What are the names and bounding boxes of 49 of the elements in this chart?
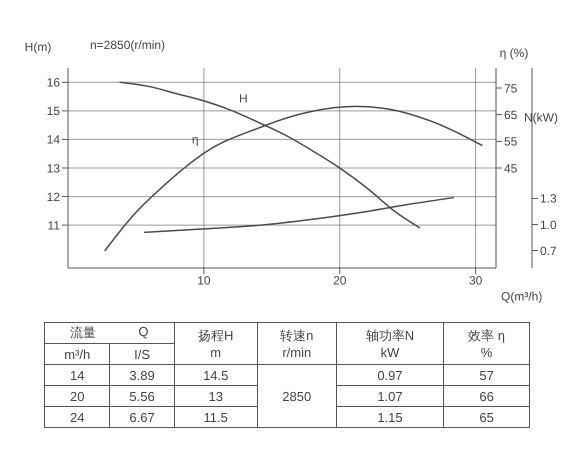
text: Q bbox=[138, 324, 149, 341]
y-axis-title: H(m) bbox=[24, 40, 52, 54]
text: m³/h bbox=[63, 346, 92, 362]
text: 效率 η bbox=[467, 327, 506, 345]
text: 0.97 bbox=[376, 368, 404, 382]
y2-tick-label: 65 bbox=[504, 108, 518, 122]
x-tick-label: 30 bbox=[468, 274, 483, 288]
text: 扬程H bbox=[197, 327, 234, 345]
text: 14 bbox=[69, 368, 86, 382]
y-tick-label: 14 bbox=[46, 132, 60, 147]
text: 流量 bbox=[70, 324, 96, 342]
series-label: H bbox=[239, 91, 248, 106]
text: 13 bbox=[207, 388, 224, 404]
y-tick-label: 15 bbox=[46, 104, 60, 118]
text: kW bbox=[380, 345, 400, 360]
y2-tick-label: 75 bbox=[504, 81, 518, 96]
y3-tick-label: 1.3 bbox=[540, 192, 558, 206]
text: 轴功率N bbox=[364, 327, 416, 345]
text: 24 bbox=[69, 410, 86, 424]
y-tick-label: 12 bbox=[46, 190, 60, 204]
y3-tick-label: 1.0 bbox=[540, 218, 558, 232]
text: m bbox=[209, 345, 222, 360]
text: 11.5 bbox=[202, 410, 229, 424]
y-tick-label: 16 bbox=[46, 76, 60, 90]
y-tick-label: 13 bbox=[46, 161, 60, 176]
text: 65 bbox=[478, 410, 495, 424]
text: I/S bbox=[133, 346, 152, 362]
y2-axis-title: η (%) bbox=[500, 46, 528, 60]
text: r/min bbox=[281, 345, 312, 360]
text: 57 bbox=[478, 368, 495, 382]
text: 1.15 bbox=[376, 410, 404, 424]
y2-tick-label: 45 bbox=[504, 161, 518, 176]
text: 1.07 bbox=[376, 388, 404, 404]
y2-tick-label: 55 bbox=[504, 134, 518, 149]
text: 5.56 bbox=[128, 388, 156, 404]
text: 20 bbox=[69, 388, 86, 404]
x-tick-label: 10 bbox=[197, 274, 211, 288]
text: 3.89 bbox=[128, 368, 156, 382]
text: % bbox=[480, 345, 494, 360]
x-tick-label: 20 bbox=[333, 274, 347, 288]
text: 6.67 bbox=[128, 410, 156, 424]
x-axis-title: Q(m³/h) bbox=[501, 289, 542, 304]
text: 2850 bbox=[281, 388, 312, 404]
text: 66 bbox=[478, 388, 495, 404]
y-tick-label: 11 bbox=[48, 218, 60, 232]
text: 14.5 bbox=[202, 368, 230, 382]
y3-tick-label: 0.7 bbox=[540, 244, 558, 258]
text: n=2850(r/min) bbox=[90, 38, 166, 52]
text: 转速n bbox=[279, 327, 314, 345]
